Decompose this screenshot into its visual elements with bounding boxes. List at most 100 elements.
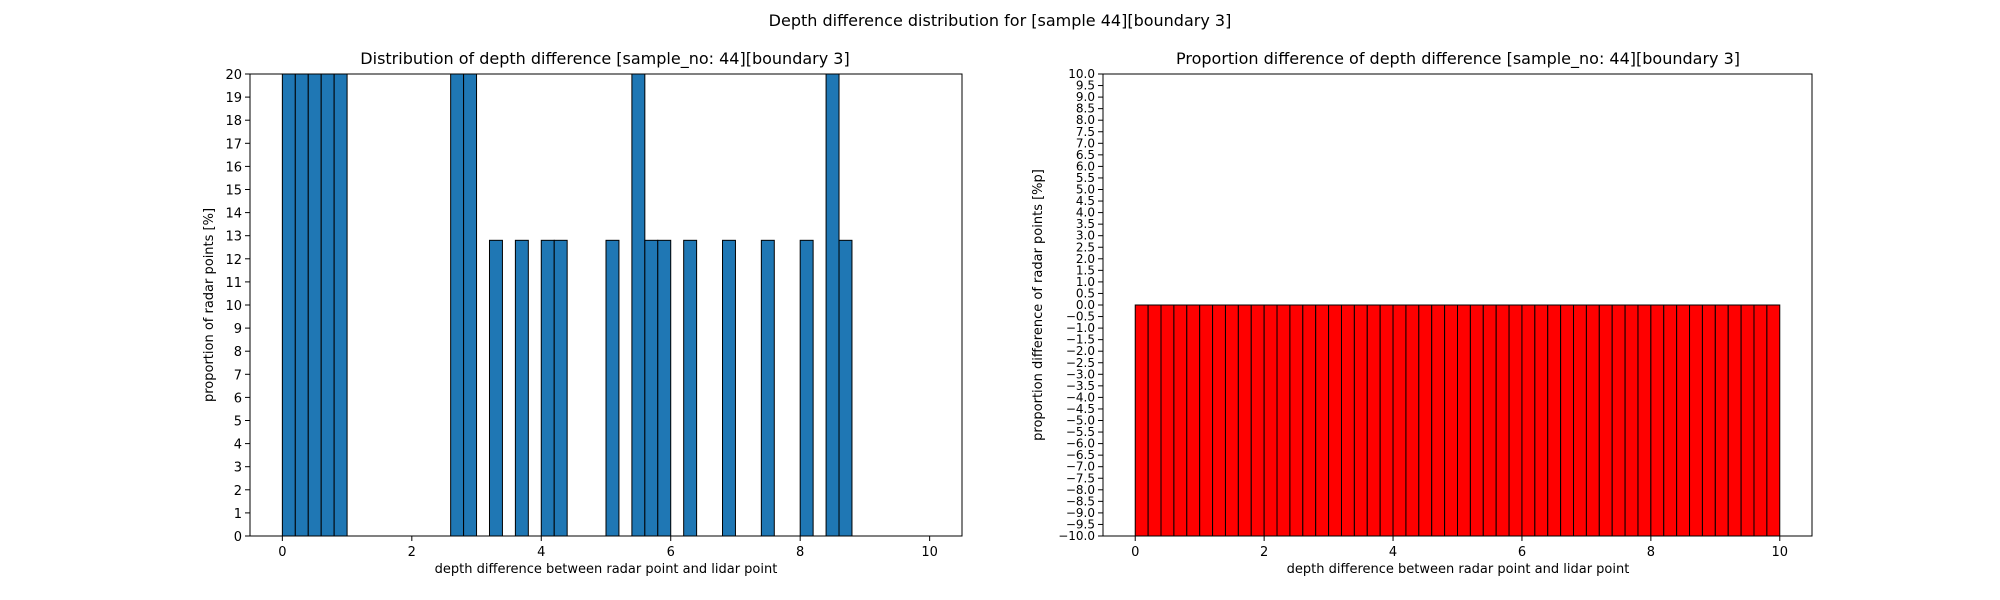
- right-chart-y-tick-label: 0.5: [1076, 286, 1095, 300]
- left-chart-y-tick-label: 9: [234, 322, 242, 337]
- left-chart-bar: [463, 73, 478, 537]
- right-chart-bar: [1727, 304, 1742, 537]
- right-chart-bar: [1508, 304, 1523, 537]
- right-chart-bar: [1263, 304, 1278, 537]
- right-chart-bar: [1186, 304, 1201, 537]
- left-chart-x-axis-label: depth difference between radar point and…: [435, 562, 778, 577]
- right-chart-bar: [1444, 304, 1459, 537]
- left-chart-y-tick-label: 1: [234, 507, 242, 522]
- left-chart-y-tick-label: 13: [225, 230, 242, 245]
- figure-title: Depth difference distribution for [sampl…: [769, 11, 1232, 30]
- right-chart-y-tick-label: 6.0: [1076, 159, 1095, 173]
- left-chart-y-tick-label: 5: [234, 415, 242, 430]
- left-chart-y-axis-label: proportion of radar points [%]: [202, 208, 217, 402]
- right-chart-bar: [1353, 304, 1368, 537]
- left-chart-y-tick-label: 14: [225, 207, 242, 222]
- right-chart-bar: [1289, 304, 1304, 537]
- right-chart-y-tick-label: −9.5: [1066, 517, 1095, 531]
- right-chart-bar: [1585, 304, 1600, 537]
- right-chart-bar: [1405, 304, 1420, 537]
- right-chart-bar: [1714, 304, 1729, 537]
- right-chart-bar: [1534, 304, 1549, 537]
- right-chart-bar: [1276, 304, 1291, 537]
- right-chart-y-tick-label: −6.0: [1066, 437, 1095, 451]
- left-chart-bar: [488, 239, 503, 537]
- left-chart-x-ticks: 0 2 4 6 8 10: [278, 536, 938, 560]
- left-chart-bar: [514, 239, 529, 537]
- right-chart-y-tick-label: −3.0: [1066, 367, 1095, 381]
- left-chart-x-tick-label: 10: [921, 545, 938, 560]
- right-chart-y-axis-label: proportion difference of radar points [%…: [1031, 169, 1046, 441]
- right-chart-bar: [1199, 304, 1214, 537]
- right-chart-bar: [1392, 304, 1407, 537]
- right-chart-bar: [1160, 304, 1175, 537]
- left-chart-bar: [631, 73, 646, 537]
- right-chart-y-tick-label: −3.5: [1066, 379, 1095, 393]
- right-chart-bar: [1315, 304, 1330, 537]
- left-chart-bar: [644, 239, 659, 537]
- right-chart-bar: [1302, 304, 1317, 537]
- left-chart-y-tick-label: 12: [225, 253, 242, 268]
- right-chart-y-tick-label: 8.5: [1076, 102, 1095, 116]
- right-chart-bars: [1134, 304, 1781, 537]
- right-chart-bar: [1366, 304, 1381, 537]
- left-chart-y-tick-label: 11: [225, 276, 242, 291]
- left-chart-y-tick-label: 3: [234, 461, 242, 476]
- right-chart-y-tick-label: −1.0: [1066, 321, 1095, 335]
- right-chart-y-tick-label: 10.0: [1068, 67, 1095, 81]
- left-chart-bar: [320, 73, 335, 537]
- right-chart-y-tick-label: −5.5: [1066, 425, 1095, 439]
- right-chart-y-tick-label: 9.5: [1076, 79, 1095, 93]
- left-chart-y-tick-label: 16: [225, 160, 242, 175]
- right-chart-bar: [1431, 304, 1446, 537]
- right-chart: Proportion difference of depth differenc…: [1031, 49, 1813, 577]
- right-chart-x-axis-label: depth difference between radar point and…: [1287, 562, 1630, 577]
- left-chart-y-tick-label: 8: [234, 345, 242, 360]
- right-chart-y-tick-label: 7.5: [1076, 125, 1095, 139]
- right-chart-bar: [1701, 304, 1716, 537]
- left-chart-y-tick-label: 10: [225, 299, 242, 314]
- left-chart-bar: [294, 73, 309, 537]
- right-chart-bar: [1663, 304, 1678, 537]
- right-chart-bar: [1753, 304, 1768, 537]
- left-chart-bar: [838, 239, 853, 537]
- right-chart-y-tick-label: 4.0: [1076, 206, 1095, 220]
- left-chart-y-tick-label: 18: [225, 114, 242, 129]
- left-chart-title: Distribution of depth difference [sample…: [360, 49, 849, 69]
- right-chart-bar: [1611, 304, 1626, 537]
- right-chart-bar: [1740, 304, 1755, 537]
- right-chart-y-tick-label: 3.0: [1076, 229, 1095, 243]
- right-chart-bar: [1134, 304, 1149, 537]
- left-chart-y-tick-label: 19: [225, 91, 242, 106]
- right-chart-bar: [1147, 304, 1162, 537]
- left-chart-y-tick-label: 0: [234, 530, 242, 545]
- right-chart-y-tick-label: −5.0: [1066, 414, 1095, 428]
- left-chart-bar: [333, 73, 348, 537]
- left-chart-bar: [683, 239, 698, 537]
- right-chart-y-tick-label: 6.5: [1076, 148, 1095, 162]
- left-chart-y-tick-label: 20: [225, 68, 242, 83]
- right-chart-bar: [1573, 304, 1587, 537]
- right-chart-bar: [1224, 304, 1239, 537]
- right-chart-y-tick-label: 4.5: [1076, 194, 1095, 208]
- right-chart-x-ticks: 0 2 4 6 8 10: [1131, 536, 1788, 560]
- right-chart-y-tick-label: 3.5: [1076, 217, 1095, 231]
- right-chart-bar: [1212, 304, 1226, 537]
- right-chart-y-tick-label: 2.5: [1076, 240, 1095, 254]
- right-chart-bar: [1250, 304, 1265, 537]
- left-chart-x-tick-label: 4: [537, 545, 545, 560]
- right-chart-bar: [1469, 304, 1484, 537]
- right-chart-y-tick-label: 2.0: [1076, 252, 1095, 266]
- right-chart-y-tick-label: −9.0: [1066, 506, 1095, 520]
- right-chart-y-tick-label: −7.5: [1066, 471, 1095, 485]
- right-chart-x-tick-label: 0: [1131, 545, 1139, 560]
- right-chart-bar: [1482, 304, 1497, 537]
- right-chart-y-tick-label: −0.5: [1066, 310, 1095, 324]
- right-chart-y-tick-label: −8.0: [1066, 483, 1095, 497]
- left-chart-y-tick-label: 15: [225, 184, 242, 199]
- left-chart-y-tick-label: 17: [225, 137, 242, 152]
- left-chart-y-tick-label: 7: [234, 368, 242, 383]
- right-chart-frame: [1102, 73, 1813, 537]
- right-chart-y-tick-label: 9.0: [1076, 90, 1095, 104]
